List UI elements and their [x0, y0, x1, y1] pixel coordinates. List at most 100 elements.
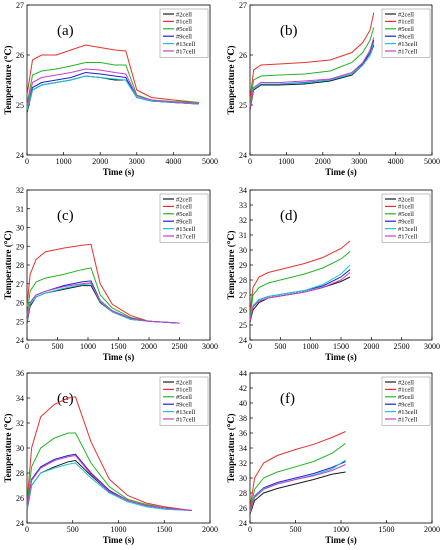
y-tick-label: 31: [239, 231, 247, 240]
series-line-2cell: [26, 459, 192, 511]
panel-label: (b): [280, 23, 298, 39]
y-tick-label: 25: [239, 101, 247, 110]
y-tick-label: 26: [239, 306, 247, 315]
y-tick-label: 24: [239, 519, 247, 528]
series-line-13cell: [249, 264, 351, 321]
legend-entry: #17cell: [176, 233, 195, 240]
legend-entry: #17cell: [398, 48, 417, 55]
series-line-9cell: [26, 280, 180, 324]
y-tick-label: 30: [16, 224, 24, 233]
series-line-17cell: [249, 464, 346, 513]
y-tick-label: 36: [239, 429, 247, 438]
panel-label: (c): [57, 208, 74, 224]
legend-entry: #13cell: [176, 226, 195, 233]
y-tick-label: 27: [16, 280, 24, 289]
panel-a: 0 1000 2000 3000 4000 5000 24 25 26 27 Time (s) Tem…: [3, 1, 218, 177]
y-tick-label: 32: [16, 186, 24, 195]
series-line-5cell: [249, 443, 346, 512]
legend-entry: #1cell: [398, 19, 414, 26]
series-line-9cell: [26, 71, 200, 111]
legend-entry: #2cell: [398, 379, 414, 386]
x-axis-label: Time (s): [325, 535, 357, 545]
legend-box: [381, 8, 431, 58]
x-tick-label: 3000: [129, 157, 145, 166]
plot-frame: [26, 4, 211, 156]
legend-entry: #13cell: [176, 41, 195, 48]
x-tick-label: 1000: [56, 157, 72, 166]
legend-entry: #13cell: [398, 41, 417, 48]
x-tick-label: 1000: [278, 157, 294, 166]
series-line-5cell: [26, 62, 200, 106]
x-tick-label: 5000: [424, 157, 440, 166]
legend-entry: #17cell: [176, 416, 195, 423]
legend-entry: #1cell: [398, 387, 414, 394]
y-tick-label: 27: [16, 1, 24, 10]
legend-entry: #17cell: [176, 48, 195, 55]
legend-entry: #5cell: [398, 211, 414, 218]
y-tick-label: 24: [16, 519, 24, 528]
y-tick-label: 26: [16, 494, 24, 503]
y-tick-label: 27: [239, 291, 247, 300]
x-tick-label: 3000: [424, 342, 440, 351]
x-tick-label: 2000: [92, 157, 108, 166]
x-tick-label: 1000: [80, 342, 96, 351]
series-line-13cell: [26, 75, 200, 111]
series-line-1cell: [249, 431, 346, 509]
legend-entry: #13cell: [398, 226, 417, 233]
panel-label: (a): [57, 23, 74, 39]
x-tick-label: 3000: [202, 342, 218, 351]
y-tick-label: 31: [16, 205, 24, 214]
x-tick-label: 1500: [333, 342, 349, 351]
y-tick-label: 30: [239, 246, 247, 255]
y-tick-label: 28: [16, 469, 24, 478]
x-tick-label: 4000: [165, 157, 181, 166]
series-line-1cell: [249, 240, 351, 314]
legend-box: [381, 376, 431, 426]
legend-entry: #1cell: [176, 387, 192, 394]
x-tick-label: 1000: [111, 525, 127, 534]
x-axis-label: Time (s): [325, 167, 357, 177]
x-tick-label: 2000: [202, 525, 218, 534]
y-tick-label: 40: [239, 399, 247, 408]
panel-f: 0 500 1000 1500 2000 24 26 28 30 32 34 36 38 40 42 44 Ti…: [226, 369, 440, 545]
y-axis-label: Temperature (℃): [3, 45, 13, 114]
y-axis-label: Temperature (℃): [3, 413, 13, 482]
x-tick-label: 2000: [424, 525, 440, 534]
x-tick-label: 5000: [202, 157, 218, 166]
legend-entry: #2cell: [176, 11, 192, 18]
y-tick-label: 26: [16, 299, 24, 308]
y-tick-label: 24: [239, 336, 247, 345]
legend-entry: #9cell: [398, 34, 414, 41]
legend-entry: #5cell: [176, 394, 192, 401]
legend-entry: #5cell: [176, 26, 192, 33]
series-line-1cell: [26, 243, 180, 324]
x-tick-label: 2000: [363, 342, 379, 351]
x-tick-label: 500: [67, 525, 79, 534]
y-tick-label: 32: [16, 419, 24, 428]
x-tick-label: 1000: [303, 342, 319, 351]
y-tick-label: 26: [239, 504, 247, 513]
legend-entry: #5cell: [398, 394, 414, 401]
series-line-2cell: [249, 471, 346, 515]
y-tick-label: 42: [239, 384, 247, 393]
series-line-13cell: [26, 283, 180, 324]
y-tick-label: 34: [239, 186, 247, 195]
y-tick-label: 26: [239, 51, 247, 60]
series-line-5cell: [26, 432, 192, 511]
y-tick-label: 30: [16, 444, 24, 453]
series-line-17cell: [249, 37, 375, 108]
series-line-1cell: [26, 396, 192, 511]
y-tick-label: 29: [16, 242, 24, 251]
x-axis-label: Time (s): [103, 167, 135, 177]
legend-box: [159, 193, 209, 243]
x-tick-label: 1500: [111, 342, 127, 351]
y-tick-label: 24: [16, 336, 24, 345]
y-tick-label: 33: [239, 201, 247, 210]
legend-entry: #5cell: [176, 211, 192, 218]
legend-box: [159, 376, 209, 426]
legend-entry: #13cell: [398, 409, 417, 416]
y-tick-label: 25: [239, 321, 247, 330]
x-tick-label: 500: [52, 342, 64, 351]
legend-entry: #17cell: [398, 233, 417, 240]
x-tick-label: 0: [25, 525, 29, 534]
